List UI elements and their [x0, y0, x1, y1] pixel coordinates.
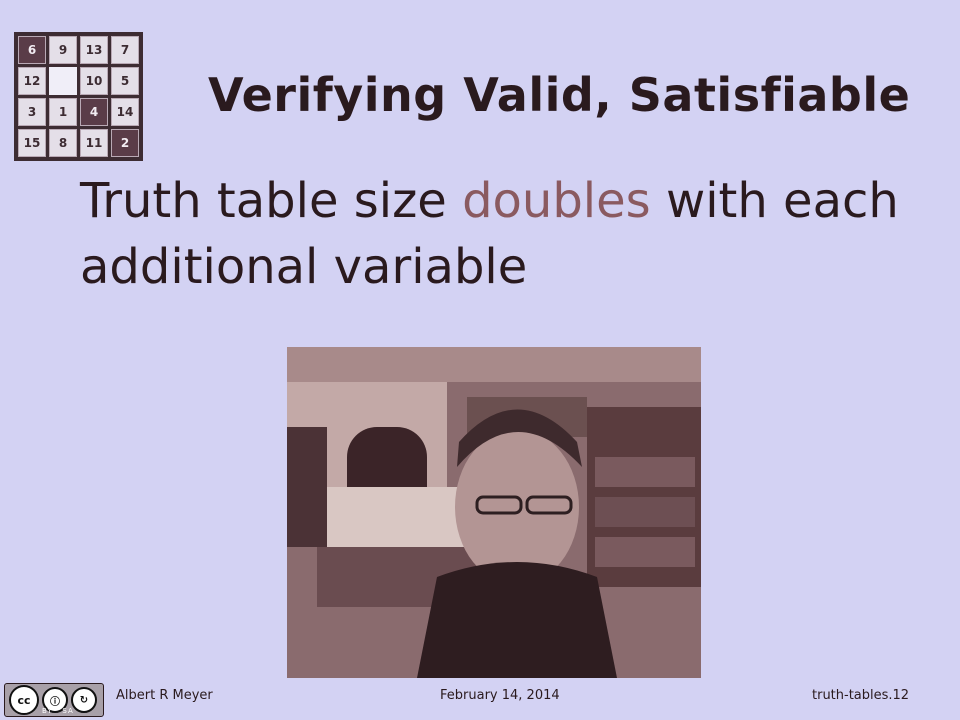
license-by-label: BY — [42, 707, 53, 715]
license-sa-label: SA — [62, 707, 74, 715]
puzzle-tile: 9 — [49, 36, 77, 64]
footer-slide-id: truth-tables.12 — [812, 688, 910, 703]
puzzle-tile: 2 — [111, 129, 139, 157]
puzzle-tile: 10 — [80, 67, 108, 95]
footer-date: February 14, 2014 — [440, 688, 560, 703]
puzzle-tile: 14 — [111, 98, 139, 126]
slide-body: Truth table size doubles with each addit… — [80, 168, 900, 300]
puzzle-tile: 4 — [80, 98, 108, 126]
puzzle-tile: 3 — [18, 98, 46, 126]
puzzle-tile: 15 — [18, 129, 46, 157]
fifteen-puzzle-logo: 6 9 13 7 12 10 5 3 1 4 14 15 8 11 2 — [14, 32, 143, 161]
slide-title: Verifying Valid, Satisfiable — [208, 68, 911, 122]
puzzle-tile: 11 — [80, 129, 108, 157]
puzzle-tile: 12 — [18, 67, 46, 95]
license-labels: BY SA — [42, 707, 74, 715]
body-text-highlight: doubles — [462, 173, 651, 229]
attribution-icon: ⓘ — [42, 687, 68, 713]
lecturer-video-image — [287, 347, 701, 678]
puzzle-tile: 5 — [111, 67, 139, 95]
body-text-part2: with each additional variable — [80, 173, 899, 295]
cc-icon: cc — [9, 685, 39, 715]
footer-author: Albert R Meyer — [116, 688, 213, 703]
lecturer-video-frame — [287, 347, 701, 678]
puzzle-tile: 6 — [18, 36, 46, 64]
body-text-part1: Truth table size — [80, 173, 463, 229]
creative-commons-badge: cc ⓘ ↻ — [4, 683, 104, 717]
puzzle-tile: 8 — [49, 129, 77, 157]
puzzle-tile-empty — [49, 67, 77, 95]
puzzle-tile: 13 — [80, 36, 108, 64]
puzzle-tile: 7 — [111, 36, 139, 64]
share-alike-icon: ↻ — [71, 687, 97, 713]
puzzle-tile: 1 — [49, 98, 77, 126]
